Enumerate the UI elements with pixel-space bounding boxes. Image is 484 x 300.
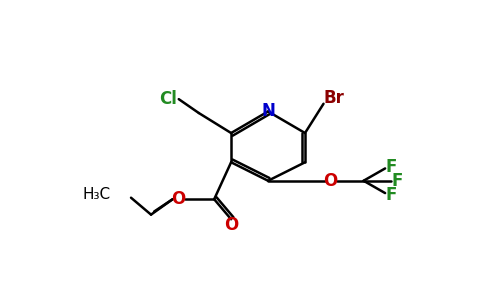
Text: H₃C: H₃C (83, 187, 111, 202)
Text: O: O (323, 172, 337, 190)
Text: F: F (386, 186, 397, 204)
Text: F: F (386, 158, 397, 176)
Text: F: F (392, 172, 403, 190)
Text: N: N (261, 103, 275, 121)
Text: O: O (224, 216, 238, 234)
Text: Cl: Cl (159, 90, 177, 108)
Text: Br: Br (324, 88, 345, 106)
Text: O: O (171, 190, 185, 208)
